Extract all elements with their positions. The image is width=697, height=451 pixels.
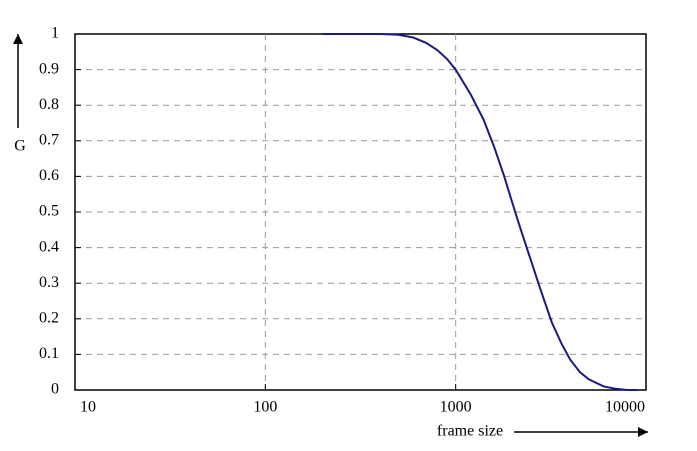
data-line [322, 33, 638, 391]
y-tick-label: 0.9 [39, 60, 59, 77]
x-axis-label: frame size [437, 423, 503, 440]
y-tick-label: 0 [51, 381, 59, 398]
y-tick-label: 0.2 [39, 309, 59, 326]
y-tick-label: 0.3 [39, 274, 59, 291]
y-tick-label: 0.6 [39, 167, 59, 184]
x-tick-label: 10000 [605, 399, 645, 416]
y-tick-label: 0.5 [39, 203, 59, 220]
y-tick-label: 1 [51, 25, 59, 42]
x-tick-label: 100 [253, 399, 277, 416]
x-tick-label: 1000 [440, 399, 472, 416]
y-tick-label: 0.8 [39, 96, 59, 113]
y-axis-label: G [14, 138, 26, 155]
y-tick-label: 0.4 [39, 238, 59, 255]
y-tick-label: 0.7 [39, 131, 59, 148]
y-tick-label: 0.1 [39, 345, 59, 362]
x-tick-label: 10 [80, 399, 96, 416]
